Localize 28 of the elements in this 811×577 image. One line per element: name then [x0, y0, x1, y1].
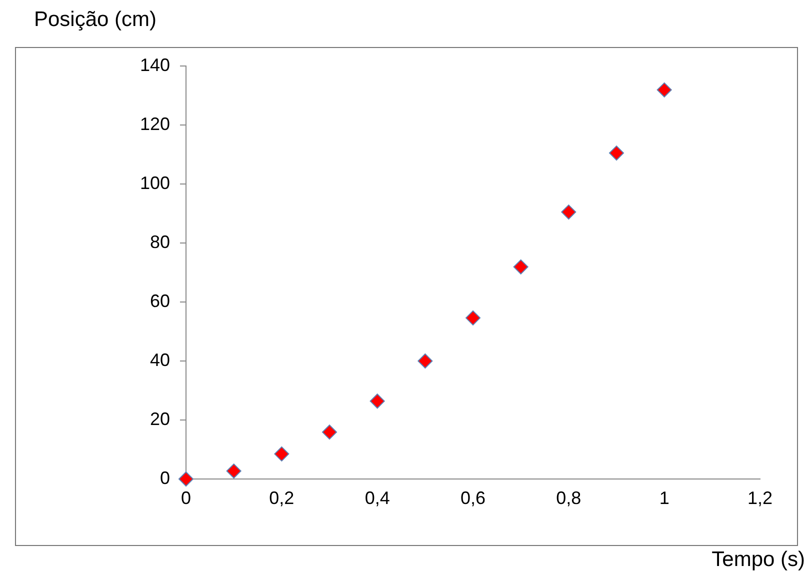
x-tick-label: 1: [659, 488, 670, 508]
x-tick-label: 0,6: [460, 488, 486, 508]
y-tick-label: 0: [160, 468, 170, 488]
point: [466, 310, 480, 326]
point: [370, 394, 385, 409]
y-tick-label: 100: [140, 172, 170, 193]
x-tick-label: 0,2: [269, 488, 294, 508]
y-tick-label: 60: [150, 290, 170, 311]
y-tick-label: 80: [150, 232, 170, 252]
x-axis-title: Tempo (s): [712, 548, 805, 572]
point: [513, 259, 528, 274]
y-tick-label: 40: [150, 350, 170, 370]
y-axis-title: Posição (cm): [34, 8, 157, 32]
x-tick-label: 0,4: [364, 488, 390, 508]
point: [322, 424, 337, 440]
y-tick-label: 20: [150, 408, 170, 429]
x-tick-label: 1,2: [747, 488, 773, 508]
x-tick-label: 0,8: [556, 488, 582, 508]
point: [178, 472, 194, 486]
x-tick-label: 0: [180, 488, 192, 508]
y-tick-label: 120: [140, 114, 170, 134]
point: [418, 354, 433, 368]
point: [656, 82, 672, 98]
point: [561, 204, 576, 220]
point: [609, 146, 624, 161]
y-tick-label: 140: [140, 54, 170, 75]
point: [226, 464, 242, 479]
point: [274, 446, 290, 462]
